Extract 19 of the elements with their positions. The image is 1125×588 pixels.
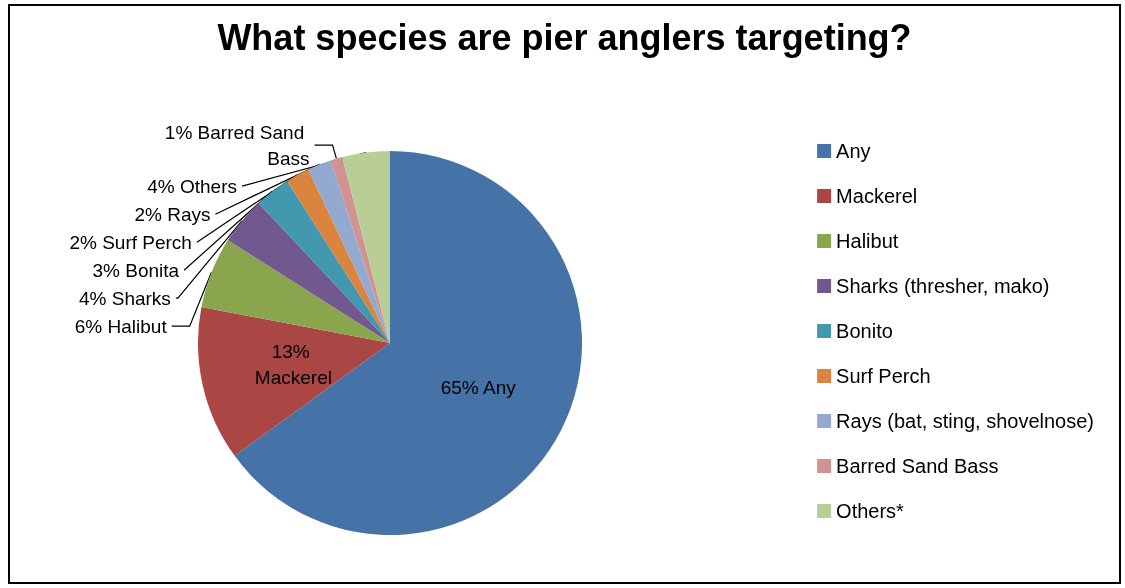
data-label: 4% Others <box>147 175 238 197</box>
data-label: 2% Rays <box>134 203 211 225</box>
legend-label: Halibut <box>836 230 899 252</box>
data-label: 3% Bonita <box>92 259 180 281</box>
data-label: 13% Mackerel <box>254 341 332 389</box>
data-label: 2% Surf Perch <box>69 231 192 253</box>
chart-title: What species are pier anglers targeting? <box>217 16 912 58</box>
legend-label: Surf Perch <box>836 365 931 387</box>
legend-label: Others* <box>836 500 905 522</box>
data-label: 1% Barred Sand Bass <box>164 121 310 169</box>
legend-label: Barred Sand Bass <box>836 455 999 477</box>
legend-label: Sharks (thresher, mako) <box>836 275 1050 297</box>
legend-label: Mackerel <box>836 185 918 207</box>
data-label: 65% Any <box>440 377 517 399</box>
legend-label: Any <box>836 140 871 162</box>
legend-label: Bonito <box>836 320 893 342</box>
data-label: 4% Sharks <box>78 287 171 309</box>
data-label: 6% Halibut <box>74 315 168 337</box>
legend-label: Rays (bat, sting, shovelnose) <box>836 410 1095 432</box>
